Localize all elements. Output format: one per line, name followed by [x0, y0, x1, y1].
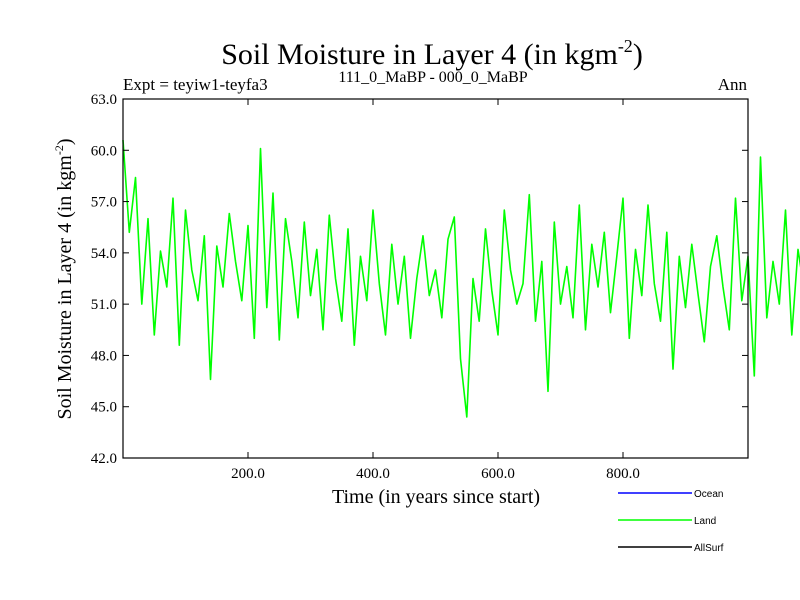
y-tick-label: 54.0 [91, 246, 117, 262]
y-tick-label: 63.0 [91, 92, 117, 108]
y-axis-label: Soil Moisture in Layer 4 (in kgm-2) [52, 138, 76, 419]
legend-label-ocean: Ocean [694, 489, 723, 500]
legend-label-allsurf: AllSurf [694, 543, 724, 554]
subtitle-left: Expt = teyiw1-teyfa3 [123, 75, 268, 94]
legend-label-land: Land [694, 516, 716, 527]
x-tick-label: 400.0 [356, 466, 390, 482]
x-tick-label: 200.0 [231, 466, 265, 482]
y-tick-label: 57.0 [91, 195, 117, 211]
x-axis-label: Time (in years since start) [332, 486, 540, 508]
y-tick-label: 60.0 [91, 143, 117, 159]
y-tick-label: 51.0 [91, 297, 117, 313]
y-tick-label: 42.0 [91, 451, 117, 467]
plot-frame [122, 98, 749, 459]
y-tick-label: 48.0 [91, 348, 117, 364]
series-line-land [122, 139, 800, 418]
subtitle-center: 111_0_MaBP - 000_0_MaBP [338, 69, 527, 86]
x-tick-label: 800.0 [606, 466, 640, 482]
legend: Ocean Land AllSurf [618, 489, 724, 554]
x-tick-label: 600.0 [481, 466, 515, 482]
subtitle-right: Ann [718, 75, 748, 94]
y-tick-label: 45.0 [91, 400, 117, 416]
chart-title: Soil Moisture in Layer 4 (in kgm-2) [221, 36, 643, 71]
